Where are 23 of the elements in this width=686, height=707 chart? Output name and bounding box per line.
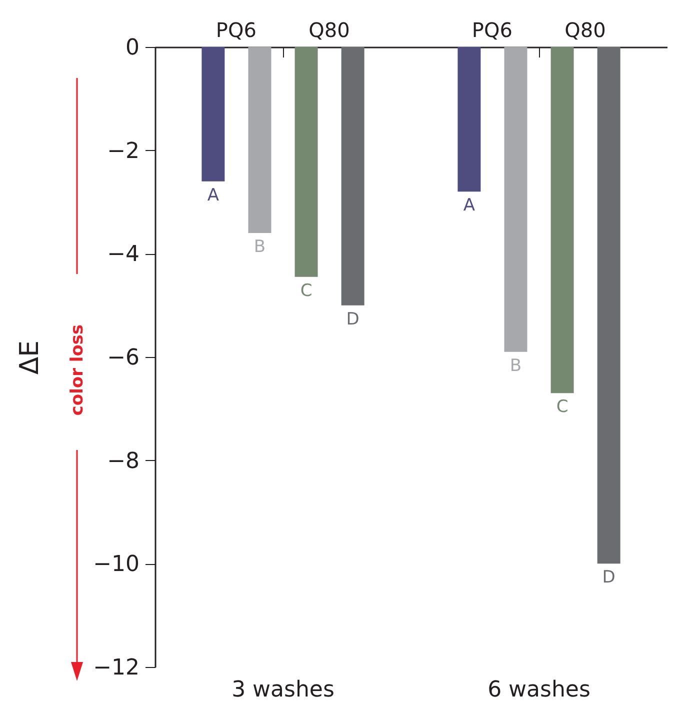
series-label: A — [207, 185, 220, 206]
x-tick-label: 3 washes — [232, 678, 334, 702]
series-label: C — [300, 280, 312, 301]
text: Q80 — [308, 18, 350, 42]
y-tick-label: 0 — [126, 36, 140, 60]
y-tick-label: −8 — [107, 448, 140, 474]
y-tick-label: −2 — [107, 138, 140, 164]
series-label: D — [346, 309, 360, 330]
text: PQ6 — [216, 18, 256, 42]
y-tick-label: −6 — [107, 346, 140, 370]
text: color loss — [68, 324, 88, 416]
text: PQ6 — [472, 18, 512, 42]
text: C — [556, 397, 568, 418]
series-label: B — [254, 237, 266, 257]
text: A — [463, 196, 475, 216]
y-tick-label: −12 — [93, 656, 140, 680]
x-tick-label: 6 washes — [488, 678, 590, 702]
text: Q80 — [564, 18, 606, 42]
y-axis-title: ΔE — [15, 340, 46, 375]
y-tick-label: −4 — [107, 242, 140, 268]
y-tick-label: −10 — [93, 552, 140, 578]
text: D — [602, 568, 616, 588]
text: B — [510, 356, 522, 376]
